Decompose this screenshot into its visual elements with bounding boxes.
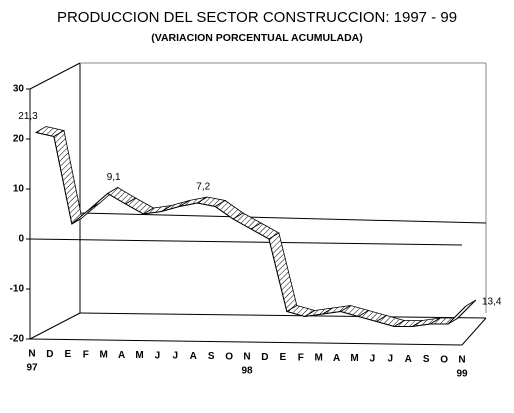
data-label: 13,4 (482, 297, 502, 308)
x-tick-label: S (423, 354, 430, 365)
data-label: 9,1 (107, 172, 121, 183)
x-tick-label: N (28, 349, 35, 360)
zero-line (29, 238, 463, 246)
y-tick-label: -10 (10, 284, 25, 295)
x-tick-label: A (118, 350, 125, 361)
year-label: 97 (26, 363, 38, 374)
chart-subtitle: (VARIACION PORCENTUAL ACUMULADA) (151, 32, 363, 44)
x-tick-label: J (173, 351, 179, 362)
data-label: 21,3 (18, 111, 38, 122)
x-tick-label: F (83, 349, 89, 360)
y-tick-label: 0 (18, 234, 24, 245)
frame (29, 62, 487, 346)
x-tick-label: S (208, 351, 215, 362)
x-tick-label: O (440, 354, 448, 365)
chart-title: PRODUCCION DEL SECTOR CONSTRUCCION: 1997… (57, 9, 457, 26)
x-tick-label: M (135, 350, 143, 361)
x-tick-label: E (279, 352, 286, 363)
x-tick-label: J (388, 354, 394, 365)
x-tick-label: M (350, 353, 358, 364)
data-label: 7,2 (196, 182, 210, 193)
line (35, 132, 467, 327)
y-tick-label: -20 (10, 334, 25, 345)
x-tick-label: F (298, 352, 304, 363)
x-tick-label: J (155, 350, 161, 361)
x-tick-label: J (370, 353, 376, 364)
x-tick-label: M (314, 353, 322, 364)
x-tick-label: D (261, 352, 268, 363)
x-tick-label: D (46, 349, 53, 360)
year-label: 98 (241, 366, 253, 377)
year-label: 99 (456, 369, 468, 380)
x-tick-label: N (458, 355, 465, 366)
x-tick-label: A (190, 351, 197, 362)
y-tick-label: 10 (13, 184, 25, 195)
x-tick-label: N (243, 352, 250, 363)
zero-line-back (79, 212, 487, 224)
x-tick-label: A (405, 354, 412, 365)
y-tick-label: 20 (13, 134, 25, 145)
x-tick-label: E (64, 349, 71, 360)
x-tick-label: A (333, 353, 340, 364)
x-tick-label: O (225, 351, 233, 362)
x-tick-label: M (99, 350, 107, 361)
y-tick-label: 30 (13, 84, 25, 95)
ribbon-segment (53, 129, 83, 225)
ribbon-segment (268, 232, 298, 313)
